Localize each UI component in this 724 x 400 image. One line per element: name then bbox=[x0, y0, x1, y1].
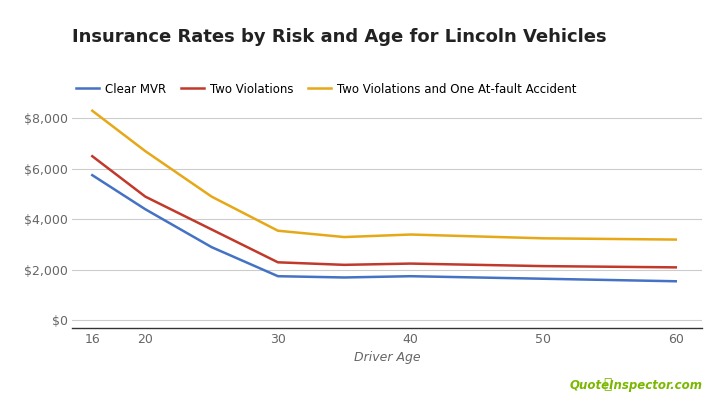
Legend: Clear MVR, Two Violations, Two Violations and One At-fault Accident: Clear MVR, Two Violations, Two Violation… bbox=[71, 78, 581, 100]
X-axis label: Driver Age: Driver Age bbox=[354, 352, 421, 364]
Text: Ⓢ: Ⓢ bbox=[603, 377, 612, 391]
Text: QuoteInspector.com: QuoteInspector.com bbox=[569, 379, 702, 392]
Text: Insurance Rates by Risk and Age for Lincoln Vehicles: Insurance Rates by Risk and Age for Linc… bbox=[72, 28, 607, 46]
